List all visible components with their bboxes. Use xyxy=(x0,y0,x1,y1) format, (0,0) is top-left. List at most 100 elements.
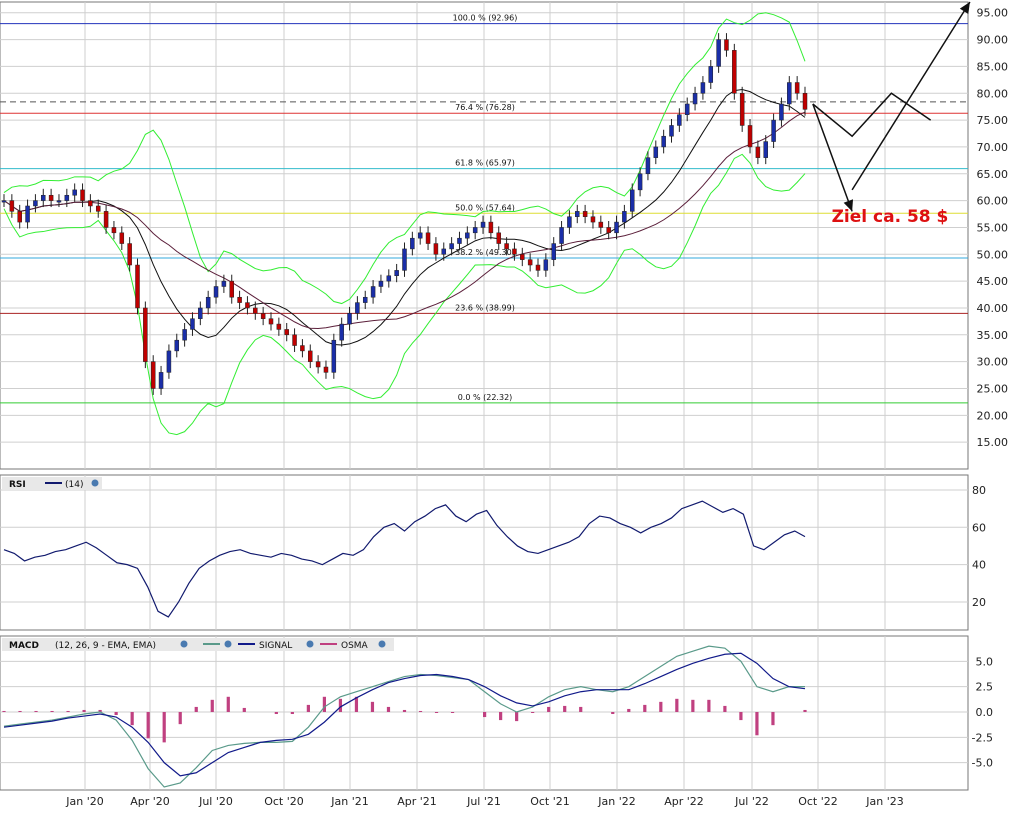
candle-body xyxy=(95,205,101,212)
candle-body xyxy=(535,264,541,271)
candle-body xyxy=(402,248,407,271)
macd-tick-label: -2.5 xyxy=(972,731,993,744)
osma-bar xyxy=(66,710,70,712)
candle-body xyxy=(276,323,282,330)
fibonacci-label: 76.4 % (76.28) xyxy=(455,103,515,112)
x-tick-label: Apr '22 xyxy=(664,795,704,808)
candle-body xyxy=(629,189,635,212)
price-tick-label: 50.00 xyxy=(977,248,1009,261)
osma-bar xyxy=(659,701,663,712)
osma-bar xyxy=(739,711,743,721)
globe-icon xyxy=(180,640,188,648)
osma-bar xyxy=(114,711,118,716)
candle-body xyxy=(771,119,776,142)
candle-body xyxy=(205,296,211,309)
candle-body xyxy=(378,280,384,287)
price-tick-label: 45.00 xyxy=(977,275,1009,288)
candle-body xyxy=(637,173,643,191)
candle-body xyxy=(72,189,77,196)
osma-bar xyxy=(146,711,150,739)
macd-series-line xyxy=(3,645,805,788)
osma-bar xyxy=(18,710,22,712)
candle-body xyxy=(465,232,470,239)
candle-body xyxy=(339,323,344,341)
candle-body xyxy=(166,350,172,373)
candle-body xyxy=(1,200,7,203)
osma-bar xyxy=(194,706,198,712)
macd-params: (12, 26, 9 - EMA, EMA) xyxy=(55,641,156,651)
candle-body xyxy=(504,243,509,250)
x-tick-label: Oct '20 xyxy=(264,795,304,808)
candle-body xyxy=(684,103,690,115)
candle-body xyxy=(48,194,54,201)
candle-body xyxy=(614,221,619,234)
x-tick-label: Jan '23 xyxy=(865,795,903,808)
candle-body xyxy=(590,216,596,223)
candle-body xyxy=(284,329,289,336)
candle-body xyxy=(135,264,140,309)
fibonacci-label: 50.0 % (57.64) xyxy=(455,203,515,212)
price-tick-label: 60.00 xyxy=(977,195,1009,208)
candle-body xyxy=(64,194,70,201)
candle-body xyxy=(25,205,30,223)
price-tick-label: 65.00 xyxy=(977,168,1009,181)
candle-body xyxy=(174,339,180,352)
candle-body xyxy=(606,227,611,234)
candle-body xyxy=(362,296,368,303)
osma-bar xyxy=(515,711,519,722)
osma-bar xyxy=(611,711,615,715)
candle-body xyxy=(472,227,478,234)
candle-body xyxy=(645,157,651,175)
candle-body xyxy=(331,339,337,373)
x-tick-label: Oct '21 xyxy=(530,795,570,808)
candle-body xyxy=(433,243,439,255)
candle-body xyxy=(158,372,164,389)
osma-bar xyxy=(434,711,439,713)
candle-body xyxy=(779,103,784,121)
candle-body xyxy=(732,50,737,94)
candle-body xyxy=(802,93,808,110)
fibonacci-label: 100.0 % (92.96) xyxy=(453,14,518,23)
fibonacci-label: 23.6 % (38.99) xyxy=(455,303,515,312)
arrow-icon xyxy=(959,2,970,14)
rsi-tick-label: 80 xyxy=(972,484,986,497)
osma-bar xyxy=(98,709,102,712)
candle-body xyxy=(198,307,203,319)
price-tick-label: 20.00 xyxy=(977,409,1009,422)
candle-body xyxy=(41,194,46,201)
candle-body xyxy=(315,361,321,368)
candle-body xyxy=(182,329,187,341)
osma-bar xyxy=(579,706,583,712)
candle-body xyxy=(551,243,556,260)
rsi-param: (14) xyxy=(65,480,83,490)
candle-body xyxy=(292,334,297,346)
osma-bar xyxy=(707,699,711,712)
candle-body xyxy=(582,211,588,217)
candle-body xyxy=(190,318,195,330)
osma-bar xyxy=(499,711,503,721)
x-tick-label: Jan '22 xyxy=(597,795,635,808)
price-tick-label: 55.00 xyxy=(977,221,1009,234)
osma-bar xyxy=(450,711,455,713)
rsi-tick-label: 60 xyxy=(972,521,986,534)
moving-average-fast xyxy=(3,88,806,346)
arrow-icon xyxy=(843,199,854,212)
candle-body xyxy=(323,366,329,373)
osma-bar xyxy=(322,696,326,712)
candle-body xyxy=(355,302,360,314)
osma-bar xyxy=(82,709,86,712)
osma-bar xyxy=(2,710,6,712)
candle-body xyxy=(716,39,721,67)
osma-bar xyxy=(386,706,391,712)
candle-body xyxy=(386,275,392,282)
bollinger-upper-band xyxy=(3,12,806,305)
osma-bar xyxy=(226,696,230,712)
candle-body xyxy=(245,302,250,309)
x-tick-label: Jan '21 xyxy=(330,795,368,808)
osma-bar xyxy=(290,711,294,715)
price-tick-label: 35.00 xyxy=(977,329,1009,342)
candle-body xyxy=(488,221,494,234)
macd-tick-label: 2.5 xyxy=(976,681,994,694)
